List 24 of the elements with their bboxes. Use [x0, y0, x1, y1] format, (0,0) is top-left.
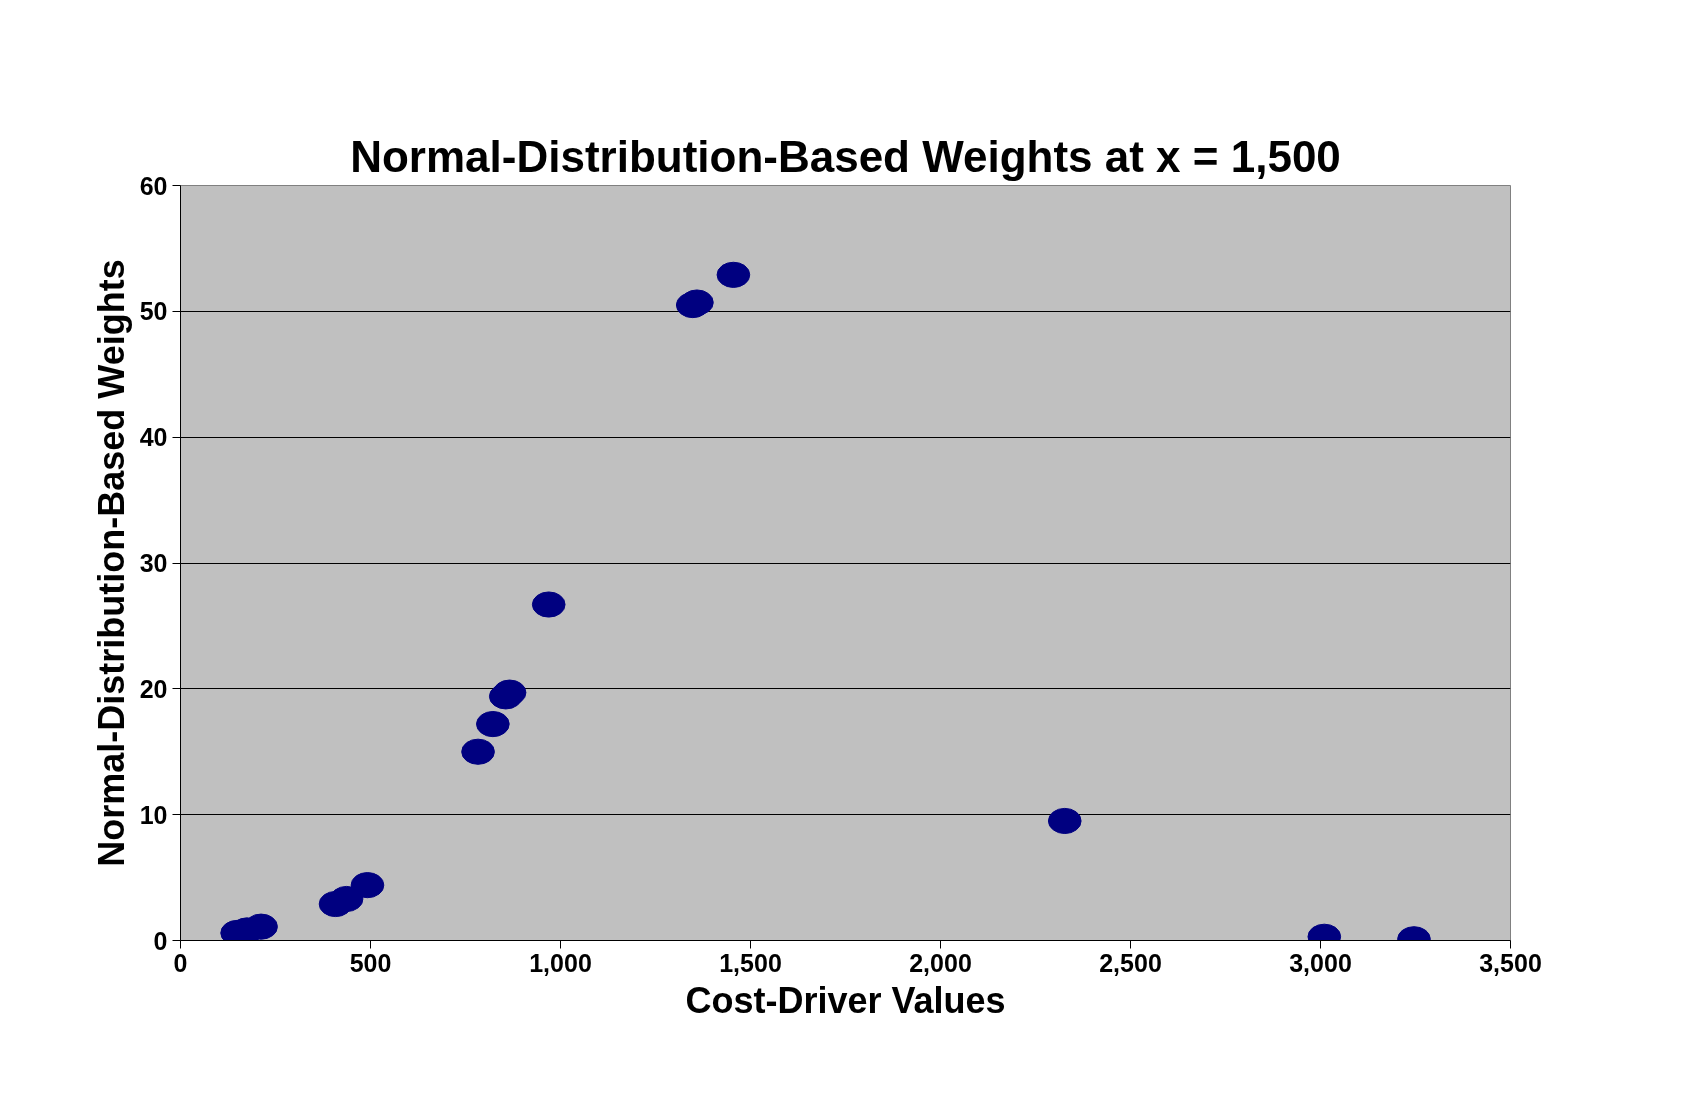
point — [350, 872, 385, 899]
y-tick-label: 30 — [139, 549, 168, 577]
point — [716, 261, 751, 288]
y-tick-label: 20 — [139, 674, 168, 703]
y-tick-label: 60 — [139, 171, 168, 200]
x-tick-label: 2,500 — [1099, 948, 1162, 977]
x-tick-label: 2,000 — [909, 948, 972, 977]
y-tick-label: 10 — [139, 800, 168, 829]
x-tick-label: 3,000 — [1289, 948, 1352, 977]
x-tick-label: 0 — [173, 948, 188, 977]
point — [476, 711, 510, 738]
x-axis-title: Cost-Driver Values — [685, 979, 1006, 1021]
x-tick-label: 1,000 — [529, 948, 592, 977]
x-tick-label: 3,500 — [1479, 948, 1542, 977]
point — [461, 738, 495, 765]
chart-title: Normal-Distribution-Based Weights at x = 1,500 — [350, 131, 1341, 181]
x-tick-label: 500 — [349, 948, 392, 977]
y-tick-label: 0 — [153, 926, 168, 955]
x-tick-label: 1,500 — [719, 948, 782, 977]
y-axis-title: Normal-Distribution-Based Weights — [90, 259, 132, 867]
point — [531, 591, 566, 618]
point — [1047, 807, 1082, 835]
y-tick-label: 50 — [139, 297, 168, 326]
y-tick-label: 40 — [139, 423, 168, 452]
